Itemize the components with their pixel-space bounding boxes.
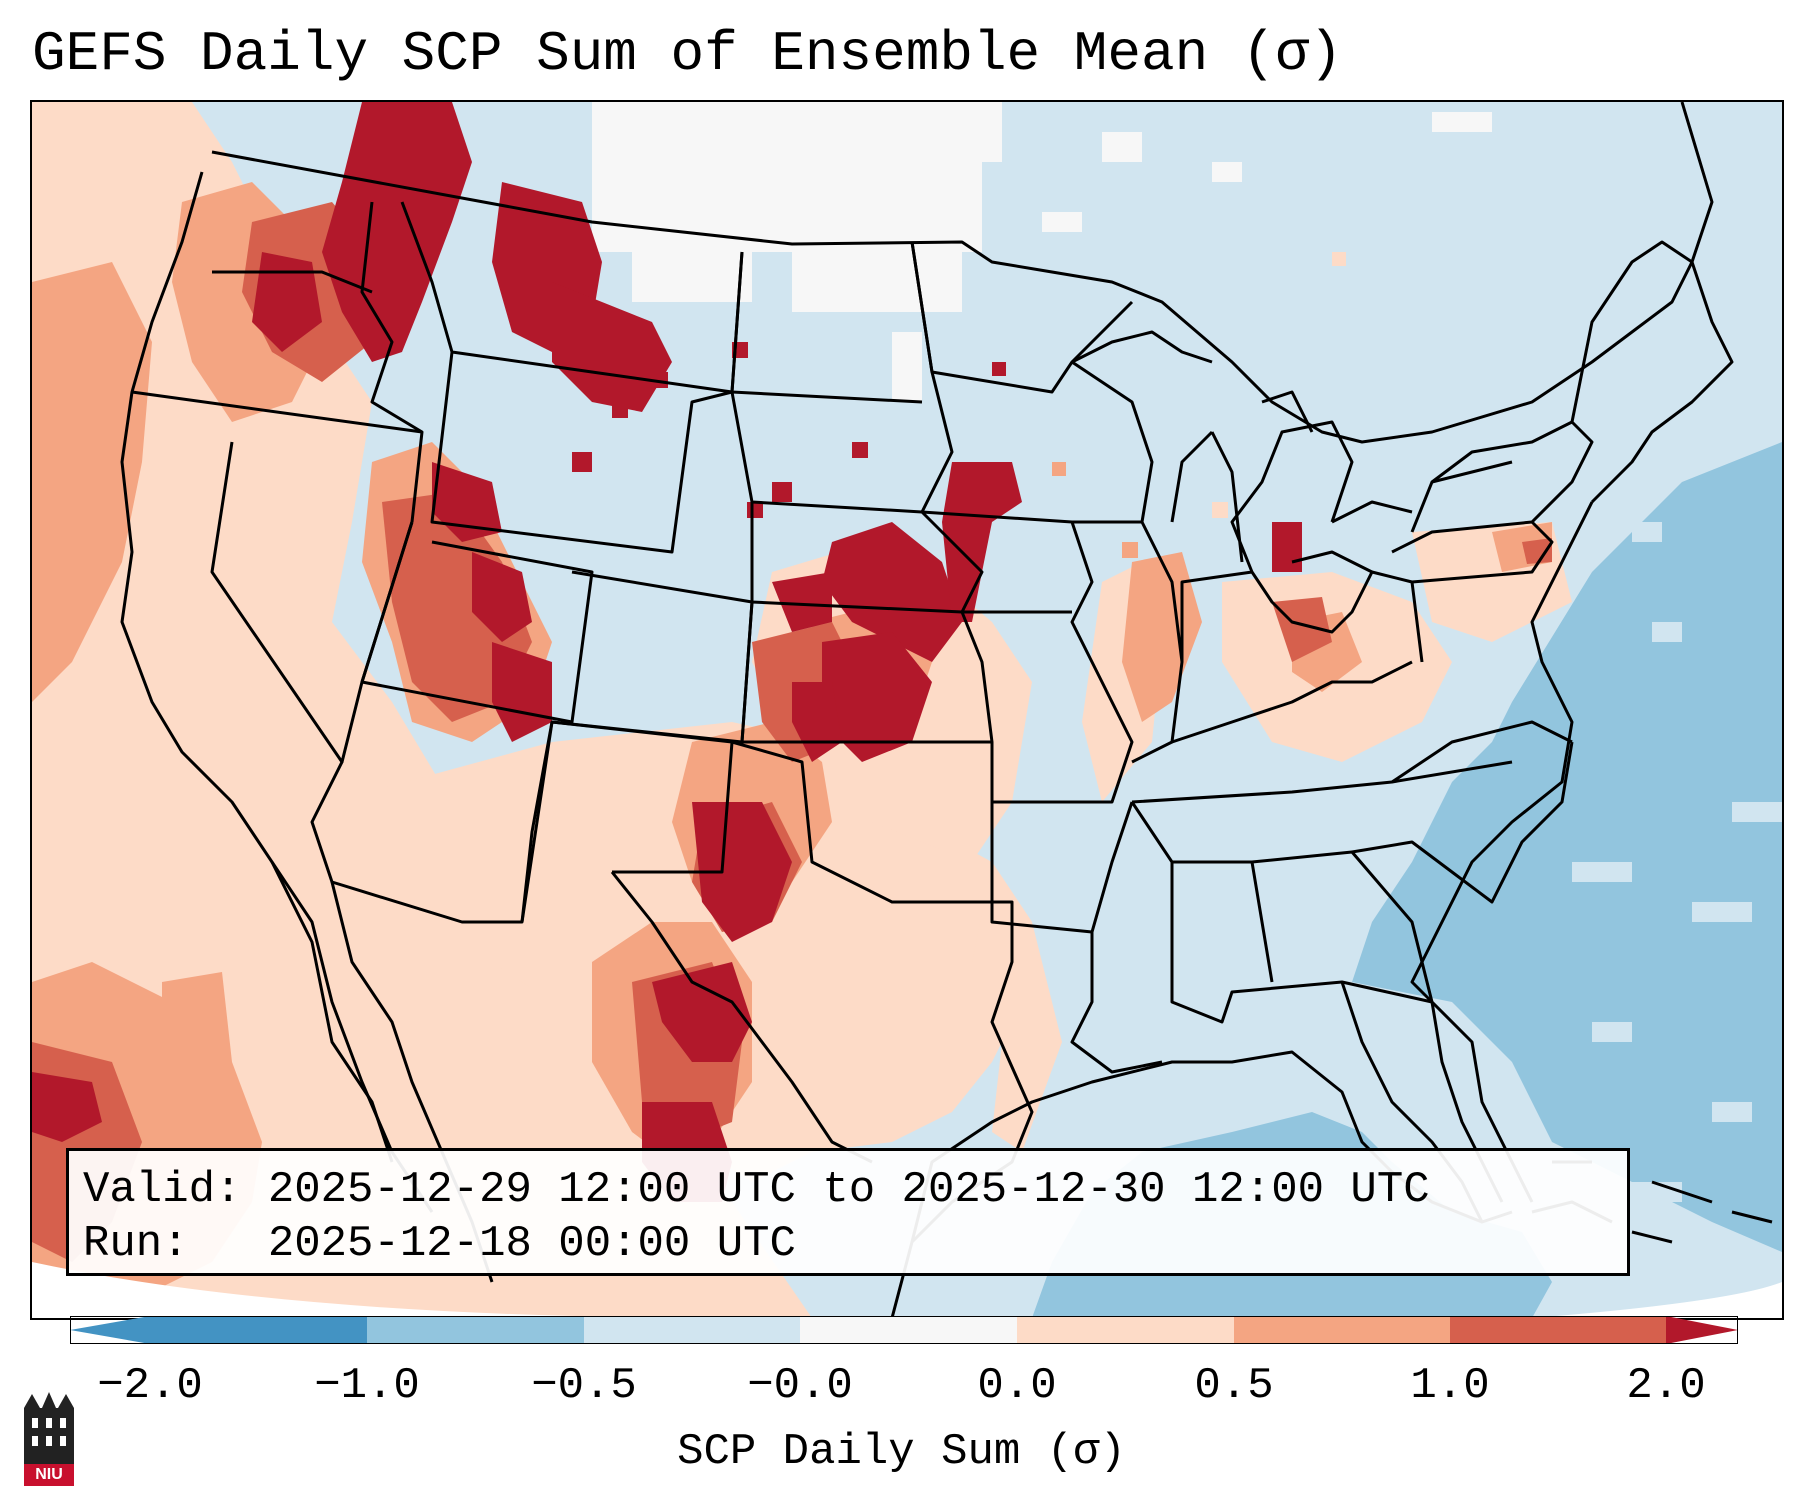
us-west-coast: [120, 171, 434, 1213]
run-value: 2025-12-18 00:00 UTC: [267, 1219, 796, 1269]
great-lakes: [1071, 330, 1513, 524]
run-label: Run:: [83, 1219, 189, 1269]
idaho: [360, 201, 424, 523]
field-blocks: [572, 252, 1782, 1202]
new-england: [1570, 240, 1734, 504]
kentucky-tennessee: [1131, 660, 1513, 804]
projection-edge-right: [1532, 1282, 1782, 1318]
colorbar-tick: −2.0: [97, 1361, 203, 1411]
arkansas-louisiana: [990, 801, 1163, 1074]
projection-edge: [32, 1262, 732, 1318]
colorbar-tick: 1.0: [1410, 1361, 1490, 1411]
colorbar-extend-high: [1666, 1316, 1738, 1344]
colorbar-tick: 2.0: [1626, 1361, 1706, 1411]
colorbar: [70, 1316, 1738, 1344]
colorbar-segment: [1450, 1316, 1666, 1344]
colorbar-tick: −0.0: [747, 1361, 853, 1411]
colorbar-segment: [584, 1316, 800, 1344]
ohio-indiana-michigan: [1180, 420, 1374, 662]
valid-row: Valid: 2025-12-29 12:00 UTC to 2025-12-3…: [83, 1163, 1613, 1217]
colorbar-tick: 0.5: [1194, 1361, 1274, 1411]
canada-border: [211, 102, 1714, 444]
map-svg: [32, 102, 1782, 1318]
run-row: Run: 2025-12-18 00:00 UTC: [83, 1217, 1613, 1271]
state-borders: [120, 102, 1773, 1318]
utah: [360, 521, 594, 724]
colorbar-segment: [1017, 1316, 1234, 1344]
colorbar-tick: −0.5: [531, 1361, 637, 1411]
map-title: GEFS Daily SCP Sum of Ensemble Mean (σ): [32, 22, 1343, 86]
niu-logo-icon: NIU: [20, 1390, 78, 1486]
washington-oregon: [212, 270, 373, 294]
carolinas-virginia: [1351, 720, 1574, 904]
niu-logo-graphic: [24, 1392, 74, 1486]
minnesota-iowa-missouri: [910, 241, 1134, 804]
wisconsin-illinois: [1071, 360, 1184, 764]
logo-text: NIU: [35, 1466, 63, 1483]
colorbar-segment: [800, 1316, 1017, 1344]
new-mexico: [520, 720, 734, 923]
colorbar-segment: [1234, 1316, 1450, 1344]
wyoming: [430, 351, 733, 554]
colorbar-extend-low: [70, 1316, 150, 1344]
valid-label: Valid:: [83, 1165, 242, 1215]
map-panel: [30, 100, 1784, 1320]
valid-run-box: Valid: 2025-12-29 12:00 UTC to 2025-12-3…: [66, 1148, 1630, 1276]
colorbar-ticks: −2.0 −1.0 −0.5 −0.0 0.0 0.5 1.0 2.0: [0, 1360, 1803, 1420]
colorbar-tick: −1.0: [314, 1361, 420, 1411]
east-coast: [1410, 501, 1594, 1203]
oregon-south: [131, 390, 423, 434]
colorbar-segments: [70, 1316, 1738, 1344]
colorbar-segment: [150, 1316, 367, 1344]
pennsylvania-ny: [1371, 420, 1594, 663]
colorbar-segment: [367, 1316, 584, 1344]
field-white: [592, 102, 1492, 402]
colorbar-label: SCP Daily Sum (σ): [677, 1427, 1126, 1477]
valid-value: 2025-12-29 12:00 UTC to 2025-12-30 12:00…: [267, 1165, 1430, 1215]
colorbar-tick: 0.0: [977, 1361, 1057, 1411]
